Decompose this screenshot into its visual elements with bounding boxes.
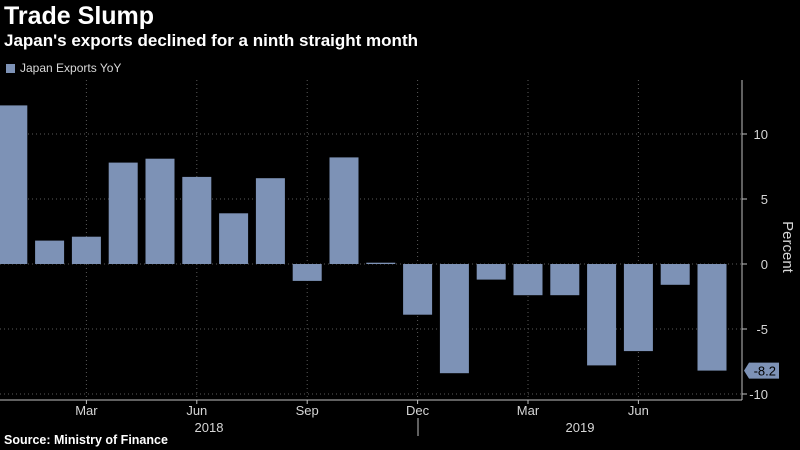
y-tick-label: 0 [761, 257, 768, 272]
x-tick-label: Sep [296, 403, 319, 418]
year-label: 2018 [195, 420, 224, 435]
x-tick-label: Mar [75, 403, 98, 418]
bar [292, 264, 322, 281]
bar [697, 264, 727, 371]
bar [366, 262, 396, 264]
bar [108, 162, 138, 264]
y-tick-label: -10 [749, 387, 768, 402]
x-tick-label: Jun [628, 403, 649, 418]
source-note: Source: Ministry of Finance [4, 433, 168, 447]
bar [623, 264, 653, 352]
x-tick-label: Jun [186, 403, 207, 418]
last-value-label: -8.2 [754, 364, 776, 379]
bar [71, 236, 101, 264]
y-tick-label: -5 [756, 322, 768, 337]
last-value-callout [744, 362, 779, 379]
chart-title: Trade Slump [4, 2, 155, 30]
bar [513, 264, 543, 296]
y-tick-label: 5 [761, 192, 768, 207]
bar [329, 157, 359, 264]
year-label: 2019 [566, 420, 595, 435]
bar [439, 264, 469, 374]
bar [182, 176, 212, 264]
y-axis-title: Percent [779, 221, 796, 274]
bar [660, 264, 690, 285]
bar [0, 105, 28, 265]
bar [255, 178, 285, 264]
chart-subtitle: Japan's exports declined for a ninth str… [4, 31, 418, 50]
y-tick-label: 10 [754, 127, 768, 142]
x-tick-label: Mar [517, 403, 540, 418]
legend-swatch [6, 63, 15, 73]
bar [550, 264, 580, 296]
bar [403, 264, 433, 315]
x-tick-label: Dec [406, 403, 430, 418]
bar [35, 240, 65, 264]
bar [219, 213, 249, 264]
legend: Japan Exports YoY [6, 61, 121, 75]
bar [145, 158, 175, 264]
bar [476, 264, 506, 280]
legend-label: Japan Exports YoY [20, 61, 122, 75]
bar [587, 264, 617, 366]
